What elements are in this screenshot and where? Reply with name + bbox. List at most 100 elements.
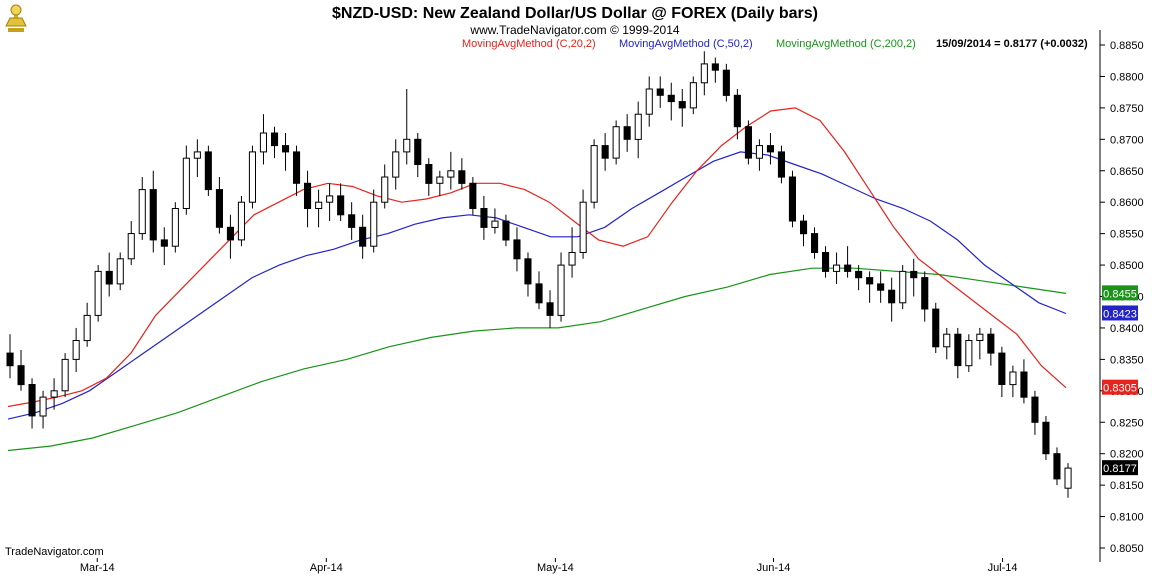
candle-body (204, 151, 212, 191)
candle-body (910, 270, 918, 279)
candle (766, 133, 775, 165)
candle (777, 145, 786, 184)
candle (502, 214, 510, 247)
candle-body (149, 189, 157, 241)
candle-body (722, 69, 730, 96)
x-tick-label: Mar-14 (80, 562, 115, 574)
candle-body (491, 220, 499, 228)
candle-body (976, 333, 984, 342)
candle (833, 252, 841, 284)
candle (932, 302, 940, 354)
chart-title: $NZD-USD: New Zealand Dollar/US Dollar @… (332, 5, 818, 22)
candle-body (866, 277, 874, 285)
candle-body (965, 340, 973, 367)
candle (72, 327, 80, 372)
candle-body (1031, 396, 1039, 423)
candle-body (700, 63, 708, 84)
candle (326, 183, 334, 222)
candle-body (6, 352, 14, 367)
candle-body (469, 182, 477, 210)
candle-body (271, 132, 279, 147)
candle-body (414, 138, 422, 166)
candle (370, 189, 378, 253)
price-label: 0.8305 (1103, 383, 1137, 395)
candle (513, 227, 521, 272)
candle-body (28, 384, 36, 417)
candle-body (844, 264, 852, 272)
candle-body (822, 252, 830, 272)
candle (524, 252, 532, 297)
candle-body (39, 396, 47, 417)
candle (667, 82, 675, 121)
candle (557, 252, 565, 322)
candle (546, 290, 554, 328)
price-label: 0.8177 (1103, 463, 1137, 475)
candle (61, 353, 69, 398)
x-tick-label: Apr-14 (310, 562, 343, 574)
candle (403, 89, 411, 165)
candle (822, 246, 830, 278)
y-tick-label: 0.8600 (1110, 197, 1144, 209)
candle-body (237, 201, 245, 241)
legend-item: MovingAvgMethod (C,200,2) (776, 38, 916, 50)
candle-body (359, 226, 367, 247)
y-tick-label: 0.8750 (1110, 103, 1144, 115)
y-tick-label: 0.8250 (1110, 417, 1144, 429)
candle-body (403, 138, 411, 153)
candle (469, 177, 477, 215)
y-tick-label: 0.8150 (1110, 480, 1144, 492)
candle (579, 189, 587, 259)
candle (116, 252, 124, 291)
y-tick-label: 0.8400 (1110, 323, 1144, 335)
y-tick-label: 0.8850 (1110, 40, 1144, 52)
x-tick-label: Jul-14 (988, 562, 1018, 574)
y-tick-label: 0.8800 (1110, 71, 1144, 83)
candle (645, 76, 653, 127)
x-tick-label: Jun-14 (757, 562, 791, 574)
candle (535, 271, 543, 310)
candle (282, 133, 290, 171)
legend-item: MovingAvgMethod (C,20,2) (462, 38, 596, 50)
candle (987, 327, 995, 366)
candle (248, 145, 256, 209)
candle-body (766, 145, 775, 153)
candle (733, 89, 741, 140)
candle-body (1009, 371, 1017, 386)
candle (1053, 447, 1061, 486)
candle (634, 101, 642, 159)
candle-body (800, 220, 808, 235)
candle-body (877, 283, 885, 291)
candle-body (899, 270, 907, 304)
ma50-line (7, 151, 1067, 420)
legend-item: 15/09/2014 = 0.8177 (+0.0032) (936, 38, 1088, 50)
candle-body (678, 101, 686, 109)
candle-body (689, 82, 697, 109)
candle-body (888, 289, 896, 304)
candle (954, 327, 962, 379)
candle (259, 114, 267, 165)
candle-body (50, 390, 58, 398)
candle (182, 145, 190, 215)
candle-body (524, 258, 532, 285)
candle-body (921, 277, 929, 310)
candle-body (392, 151, 400, 178)
candle (17, 349, 25, 391)
candle-body (447, 170, 455, 178)
price-label: 0.8423 (1103, 308, 1137, 320)
candle-body (127, 233, 135, 260)
candle (744, 120, 753, 165)
y-tick-label: 0.8650 (1110, 166, 1144, 178)
candle (811, 227, 819, 259)
candle (226, 214, 234, 259)
candle-body (315, 201, 323, 209)
ma200-line (7, 267, 1067, 452)
candle-body (370, 201, 378, 247)
candle (381, 164, 389, 209)
candle (50, 378, 58, 410)
candle (480, 195, 488, 240)
candle-body (480, 208, 488, 228)
candle-body (1053, 453, 1061, 480)
candle-body (171, 208, 179, 247)
candle-body (458, 170, 466, 184)
candle (6, 334, 14, 379)
